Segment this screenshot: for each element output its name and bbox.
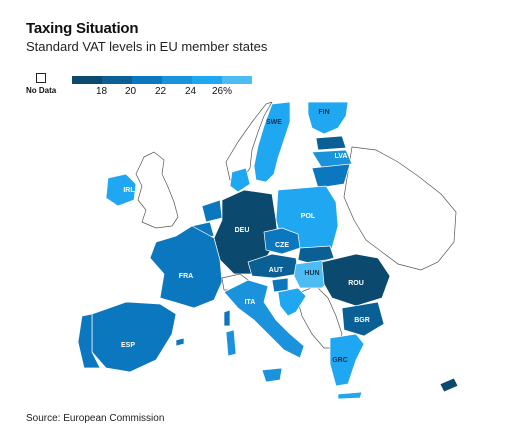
legend-swatch (132, 76, 162, 84)
country-fra (149, 225, 223, 309)
label-pol: POL (301, 213, 316, 220)
country-dnk (229, 167, 251, 193)
country-fin (307, 102, 349, 135)
label-bgr: BGR (354, 317, 370, 324)
legend-swatch (222, 76, 252, 84)
country-rou (321, 253, 391, 307)
label-lva: LVA (335, 153, 348, 160)
legend-swatch (162, 76, 192, 84)
country-irl (105, 173, 137, 207)
country-lva (311, 149, 353, 169)
label-irl: IRL (123, 187, 135, 194)
label-esp: ESP (121, 342, 135, 349)
eu-vat-map: SWE FIN LVA IRL POL DEU CZE FRA AUT HUN … (77, 102, 459, 400)
country-est (315, 135, 347, 151)
country-non-eu-east (343, 146, 457, 271)
legend-tick: 18 (96, 86, 108, 97)
country-grc (329, 333, 365, 387)
label-deu: DEU (235, 227, 250, 234)
label-rou: ROU (348, 280, 364, 287)
island-cyprus (439, 377, 459, 393)
island-crete (337, 391, 363, 400)
legend-color-scale (72, 76, 252, 84)
country-nld (201, 199, 223, 223)
legend-tick: 26% (212, 86, 233, 97)
label-aut: AUT (269, 267, 284, 274)
legend-swatch (72, 76, 102, 84)
country-prt (77, 313, 101, 369)
legend: No Data 18 20 22 24 26% (26, 72, 266, 102)
label-cze: CZE (275, 242, 289, 249)
label-ita: ITA (245, 299, 256, 306)
legend-tick: 20 (125, 86, 137, 97)
label-hun: HUN (304, 270, 319, 277)
country-bgr (341, 301, 385, 337)
source-note: Source: European Commission (26, 413, 165, 424)
legend-swatch (102, 76, 132, 84)
label-swe: SWE (266, 119, 282, 126)
legend-tick: 22 (155, 86, 167, 97)
no-data-label: No Data (26, 86, 57, 95)
chart-title: Taxing Situation (26, 20, 139, 37)
island-corsica (223, 309, 231, 327)
country-ita (223, 279, 305, 359)
no-data-swatch (36, 73, 46, 83)
island-sicily (261, 367, 283, 383)
country-hrv (277, 287, 307, 317)
island-mallorca (175, 337, 185, 347)
label-fin: FIN (318, 109, 329, 116)
chart-subtitle: Standard VAT levels in EU member states (26, 39, 268, 54)
country-swe (253, 102, 291, 183)
island-sardinia (225, 329, 237, 357)
country-ltu (311, 163, 351, 189)
country-gbr (135, 151, 179, 229)
legend-tick: 24 (185, 86, 197, 97)
label-grc: GRC (332, 357, 348, 364)
country-esp (91, 301, 177, 373)
legend-swatch (192, 76, 222, 84)
label-fra: FRA (179, 273, 193, 280)
country-svn (271, 277, 289, 293)
